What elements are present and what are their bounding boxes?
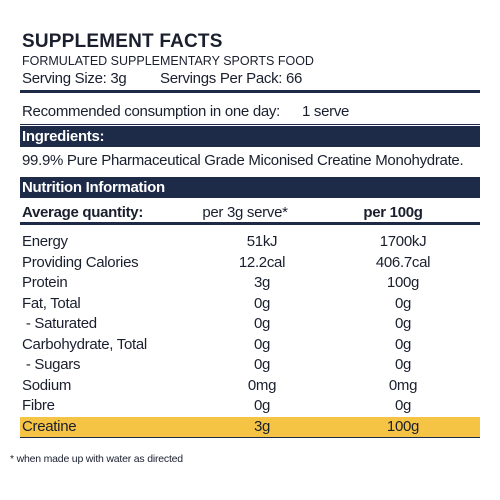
title: SUPPLEMENT FACTS [22, 31, 223, 52]
nutrient-value: 0g [394, 397, 412, 414]
subtitle: FORMULATED SUPPLEMENTARY SPORTS FOOD [22, 54, 314, 68]
nutrient-value: 0mg [247, 376, 277, 394]
rule [20, 437, 480, 438]
column-header: Average quantity: [22, 204, 144, 221]
rule [20, 90, 480, 93]
serving-size: Serving Size: 3g [22, 70, 127, 87]
nutrient-name: Carbohydrate, Total [22, 335, 147, 353]
highlight [20, 416, 480, 437]
nutrient-value: 0g [253, 335, 271, 353]
nutrient-name: Creatine [22, 417, 77, 435]
ingredients-heading: Ingredients: [22, 128, 105, 145]
nutrient-value: 406.7cal [375, 253, 431, 271]
nutrient-name: Fibre [22, 397, 55, 414]
nutrient-name: Sodium [22, 376, 72, 394]
nutrient-value: 1700kJ [379, 233, 427, 250]
nutrient-value: 12.2cal [238, 253, 286, 271]
nutrient-value: 0mg [388, 376, 418, 394]
nutrient-value: 0g [394, 294, 412, 312]
recommended-label: Recommended consumption in one day: [22, 103, 280, 120]
nutrient-value: 0g [253, 294, 271, 312]
nutrient-name: - Saturated [22, 315, 97, 332]
nutrient-value: 0g [253, 315, 271, 332]
recommended-value: 1 serve [302, 103, 350, 120]
column-header: per 100g [363, 204, 423, 221]
column-header: per 3g serve* [202, 204, 288, 221]
nutrient-value: 0g [253, 356, 271, 373]
ingredients-text: 99.9% Pure Pharmaceutical Grade Miconise… [22, 152, 464, 169]
nutrient-name: - Sugars [22, 356, 81, 373]
nutrition-band [20, 177, 480, 198]
rule [20, 222, 480, 225]
nutrient-name: Protein [22, 274, 68, 291]
ingredients-band [20, 126, 480, 147]
rule [20, 124, 480, 125]
footnote: * when made up with water as directed [10, 453, 183, 465]
nutrient-value: 0g [394, 335, 412, 353]
nutrient-value: 100g [386, 417, 420, 435]
servings-per-pack: Servings Per Pack: 66 [160, 70, 303, 87]
nutrient-name: Fat, Total [22, 294, 81, 312]
nutrient-value: 3g [253, 274, 271, 291]
nutrition-heading: Nutrition Information [22, 179, 165, 196]
nutrient-name: Providing Calories [22, 253, 139, 271]
nutrient-value: 51kJ [246, 233, 278, 250]
nutrient-name: Energy [22, 233, 68, 250]
nutrient-value: 0g [394, 315, 412, 332]
nutrient-value: 3g [253, 417, 271, 435]
nutrient-value: 100g [386, 274, 420, 291]
nutrient-value: 0g [394, 356, 412, 373]
nutrient-value: 0g [253, 397, 271, 414]
